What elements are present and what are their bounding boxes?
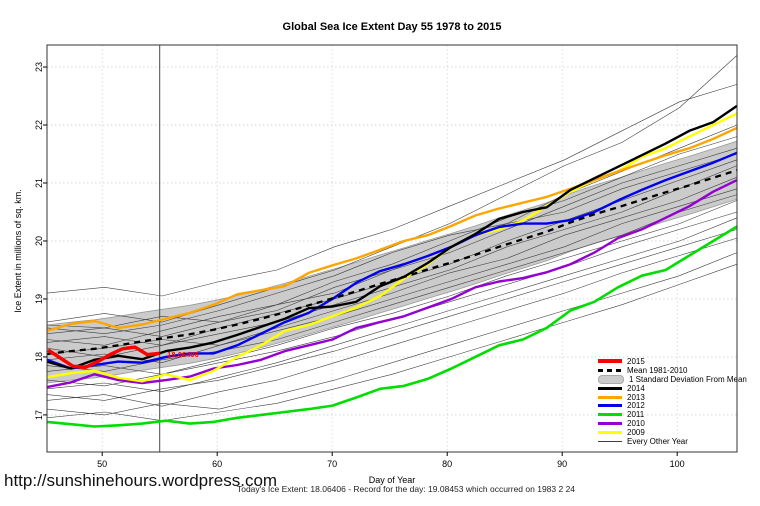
legend-item-2009: 2009 — [598, 428, 747, 437]
legend-swatch — [598, 404, 622, 408]
footer-caption: Today's Ice Extent: 18.06406 - Record fo… — [236, 484, 576, 494]
current-value-annotation: 18.06406 — [167, 351, 199, 359]
site-url-link[interactable]: http://sunshinehours.wordpress.com — [4, 471, 278, 490]
legend-swatch — [598, 374, 624, 384]
series-other-year — [46, 55, 738, 323]
series-other-year — [46, 124, 738, 335]
legend-item-2014: 2014 — [598, 384, 747, 393]
x-tick-label: 90 — [557, 459, 568, 469]
series-other-year — [46, 136, 738, 329]
series-other-year — [46, 153, 738, 346]
x-tick-label: 100 — [669, 459, 685, 469]
legend-label: 2012 — [627, 401, 645, 411]
legend-swatch — [598, 395, 622, 399]
legend-item-1-standard-deviation-from-mean: 1 Standard Deviation From Mean — [598, 374, 747, 384]
y-tick-label: 23 — [34, 62, 44, 73]
legend-label: Every Other Year — [627, 436, 688, 446]
y-tick-label: 21 — [34, 177, 44, 188]
series-other-year — [46, 188, 738, 364]
series-2012 — [46, 151, 738, 370]
y-tick-label: 17 — [34, 409, 44, 420]
x-tick-label: 70 — [327, 459, 338, 469]
chart-title: Global Sea Ice Extent Day 55 1978 to 201… — [282, 21, 502, 33]
x-axis-title: Day of Year — [368, 475, 416, 485]
y-tick-label: 19 — [34, 293, 44, 304]
legend-item-2015: 2015 — [598, 357, 747, 366]
series-other-year — [46, 84, 738, 297]
legend-label: 2009 — [627, 428, 645, 438]
y-tick-label: 22 — [34, 119, 44, 131]
series-other-year — [46, 217, 738, 393]
series-2013 — [46, 126, 738, 332]
series-2011 — [46, 225, 738, 428]
legend-label: 2014 — [627, 383, 645, 393]
series-mean — [46, 169, 738, 356]
plot-border — [46, 44, 738, 453]
legend-item-mean-1981-2010: Mean 1981-2010 — [598, 366, 747, 375]
series-other-year — [46, 237, 738, 407]
legend-swatch — [598, 359, 622, 364]
legend-swatch — [598, 431, 622, 435]
std-dev-band — [46, 140, 738, 384]
legend-item-2010: 2010 — [598, 419, 747, 428]
series-other-year — [46, 229, 738, 401]
series-other-year — [46, 252, 738, 416]
series-2015 — [47, 345, 160, 370]
legend-item-2013: 2013 — [598, 393, 747, 402]
legend-swatch — [598, 386, 622, 390]
x-tick-label: 60 — [212, 459, 223, 469]
legend-swatch — [598, 413, 622, 417]
legend-item-2012: 2012 — [598, 401, 747, 410]
legend-label: 2015 — [627, 356, 645, 366]
legend-item-2011: 2011 — [598, 410, 747, 419]
legend-swatch — [598, 422, 622, 426]
legend-label: 2010 — [627, 419, 645, 429]
y-tick-label: 18 — [34, 351, 44, 362]
legend-label: 2013 — [627, 392, 645, 402]
series-2010 — [46, 179, 738, 389]
legend-item-every-other-year: Every Other Year — [598, 437, 747, 446]
legend-swatch — [598, 440, 622, 442]
chart-legend: 2015 Mean 1981-2010 1 Standard Deviation F… — [598, 357, 747, 446]
x-tick-label: 50 — [97, 459, 108, 469]
legend-swatch — [598, 368, 622, 372]
legend-label: 1 Standard Deviation From Mean — [629, 374, 747, 384]
x-tick-label: 80 — [442, 459, 453, 469]
legend-label: Mean 1981-2010 — [627, 365, 688, 375]
y-tick-label: 20 — [34, 235, 44, 246]
legend-label: 2011 — [627, 410, 645, 420]
series-other-year — [46, 194, 738, 372]
